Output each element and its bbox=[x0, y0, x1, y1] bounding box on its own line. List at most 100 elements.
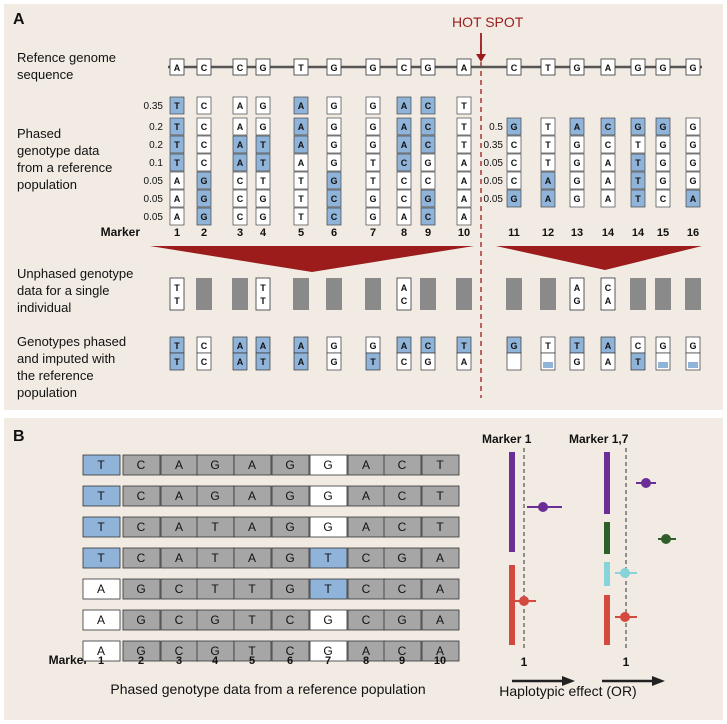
imputed-top-letter: G bbox=[330, 341, 337, 351]
left-haplotype-letter: C bbox=[401, 158, 408, 168]
marker-number-a: 3 bbox=[237, 227, 243, 239]
left-haplotype-cell bbox=[326, 207, 342, 226]
forest2-group-bar-green bbox=[604, 522, 610, 554]
left-haplotype-letter: A bbox=[298, 158, 305, 168]
right-frequency: 0.35 bbox=[484, 140, 504, 151]
left-haplotype-letter: C bbox=[425, 140, 432, 150]
table-b-cell bbox=[383, 640, 422, 662]
left-haplotype-cell bbox=[196, 171, 212, 190]
ref-base-box bbox=[396, 58, 412, 76]
left-haplotype-letter: G bbox=[330, 101, 337, 111]
right-haplotype-cell bbox=[600, 153, 616, 172]
imputed-top-letter: C bbox=[425, 341, 432, 351]
marker-number-a: 16 bbox=[687, 227, 699, 239]
left-haplotype-cell bbox=[420, 153, 436, 172]
right-haplotype-cell bbox=[540, 153, 556, 172]
table-b-letter: T bbox=[97, 520, 105, 534]
right-haplotype-cell bbox=[506, 135, 522, 154]
forest2-point-red bbox=[620, 612, 630, 622]
right-haplotype-letter: T bbox=[545, 122, 551, 132]
right-haplotype-letter: T bbox=[545, 158, 551, 168]
right-haplotype-letter: G bbox=[659, 122, 666, 132]
marker-number-b: 5 bbox=[249, 655, 255, 667]
table-b-cell bbox=[233, 516, 272, 538]
left-haplotype-letter: T bbox=[174, 140, 180, 150]
table-b-cell bbox=[233, 485, 272, 507]
ref-base-letter: G bbox=[573, 63, 580, 73]
table-b-letter: A bbox=[436, 644, 444, 658]
table-b-letter: T bbox=[436, 458, 444, 472]
right-haplotype-letter: G bbox=[689, 158, 696, 168]
ref-base-box bbox=[365, 58, 381, 76]
left-haplotype-cell bbox=[326, 153, 342, 172]
table-b-cell bbox=[271, 485, 310, 507]
phased-label-line2: genotype data bbox=[17, 143, 100, 158]
left-haplotype-cell bbox=[365, 135, 381, 154]
forest2-point-purple bbox=[641, 478, 651, 488]
table-b-letter: G bbox=[210, 458, 219, 472]
ref-base-letter: G bbox=[689, 63, 696, 73]
left-haplotype-letter: T bbox=[370, 176, 376, 186]
table-b-letter: G bbox=[136, 582, 145, 596]
left-haplotype-cell bbox=[456, 189, 472, 208]
left-haplotype-cell bbox=[365, 153, 381, 172]
table-b-letter: A bbox=[97, 644, 105, 658]
right-haplotype-cell bbox=[685, 153, 701, 172]
left-haplotype-cell bbox=[420, 171, 436, 190]
table-b-letter: C bbox=[137, 520, 146, 534]
table-b-letter: G bbox=[285, 551, 294, 565]
imputed-label-line1: Genotypes phased bbox=[17, 334, 126, 349]
imputed-bottom-letter: T bbox=[260, 357, 266, 367]
imputed-top-letter: C bbox=[635, 341, 642, 351]
table-b-cell bbox=[421, 547, 460, 569]
left-frequency: 0.05 bbox=[144, 176, 164, 187]
left-haplotype-letter: T bbox=[298, 176, 304, 186]
table-b-letter: A bbox=[97, 613, 105, 627]
right-haplotype-cell bbox=[655, 135, 671, 154]
marker-number-a: 8 bbox=[401, 227, 407, 239]
table-b-cell bbox=[271, 547, 310, 569]
table-b-letter: T bbox=[97, 458, 105, 472]
imputed-bottom-cell bbox=[255, 352, 271, 371]
table-b-cell bbox=[421, 609, 460, 631]
left-haplotype-letter: A bbox=[461, 176, 468, 186]
imputed-uncertain-fill bbox=[543, 362, 553, 368]
left-haplotype-cell bbox=[396, 171, 412, 190]
left-haplotype-cell bbox=[255, 207, 271, 226]
right-haplotype-cell bbox=[630, 171, 646, 190]
table-b-cell bbox=[82, 485, 121, 507]
table-b-cell bbox=[383, 454, 422, 476]
table-b-cell bbox=[82, 609, 121, 631]
unphased-label-line2: data for a single bbox=[17, 283, 110, 298]
unphased-allele-2: T bbox=[174, 296, 180, 306]
forest2-point-green bbox=[661, 534, 671, 544]
right-haplotype-cell bbox=[506, 117, 522, 136]
table-b-cell bbox=[421, 578, 460, 600]
left-haplotype-cell bbox=[255, 189, 271, 208]
imputed-bottom-letter: G bbox=[330, 357, 337, 367]
table-b-letter: C bbox=[398, 644, 407, 658]
left-haplotype-cell bbox=[255, 153, 271, 172]
imputed-bottom-cell bbox=[396, 352, 412, 371]
table-b-cell bbox=[122, 547, 161, 569]
unphased-allele-1: T bbox=[174, 283, 180, 293]
right-haplotype-cell bbox=[655, 153, 671, 172]
unphased-missing-block bbox=[196, 278, 212, 310]
marker-number-b: 4 bbox=[212, 655, 219, 667]
table-b-letter: A bbox=[436, 582, 444, 596]
right-haplotype-letter: G bbox=[573, 158, 580, 168]
right-haplotype-cell bbox=[569, 171, 585, 190]
left-haplotype-cell bbox=[255, 96, 271, 115]
ref-base-box bbox=[293, 58, 309, 76]
ref-base-letter: C bbox=[511, 63, 518, 73]
unphased-allele-2: C bbox=[401, 296, 408, 306]
left-haplotype-letter: A bbox=[237, 140, 244, 150]
left-haplotype-cell bbox=[293, 189, 309, 208]
right-haplotype-cell bbox=[600, 135, 616, 154]
unphased-genotype-box bbox=[255, 277, 271, 311]
unphased-genotype-box bbox=[600, 277, 616, 311]
imputed-bottom-cell bbox=[456, 352, 472, 371]
left-haplotype-cell bbox=[365, 117, 381, 136]
marker-number-b: 8 bbox=[363, 655, 369, 667]
marker-number-a: 9 bbox=[425, 227, 431, 239]
